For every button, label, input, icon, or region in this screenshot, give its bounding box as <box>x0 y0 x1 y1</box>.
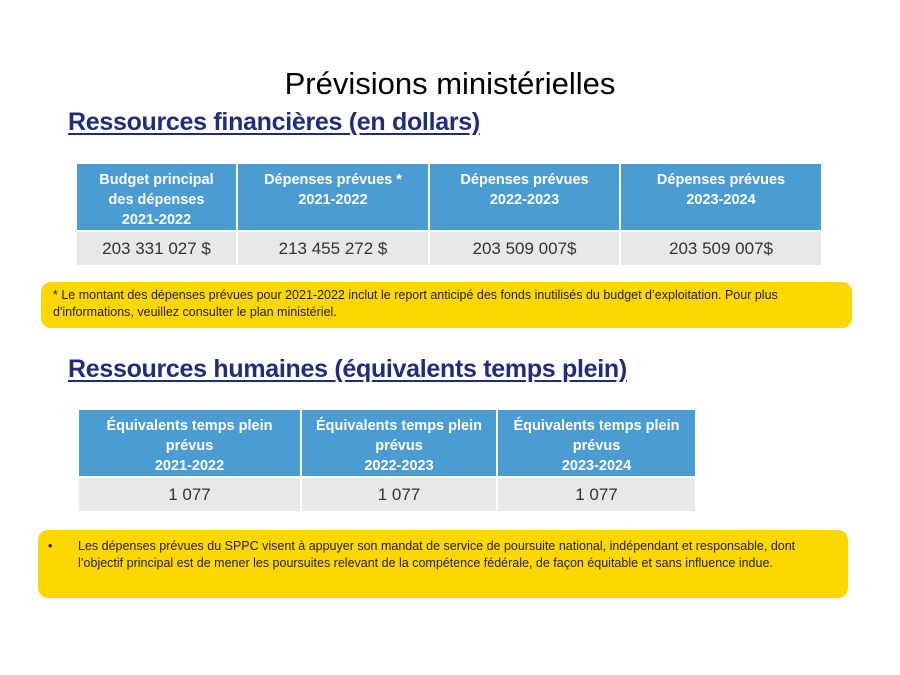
financial-note-text: * Le montant des dépenses prévues pour 2… <box>53 288 778 319</box>
human-resources-table: Équivalents temps plein prévus 2021-2022… <box>79 410 695 511</box>
value-fte-2021: 1 077 <box>79 476 302 511</box>
header-planned-spending-2021: Dépenses prévues * 2021-2022 <box>237 164 430 231</box>
header-fte-2021: Équivalents temps plein prévus 2021-2022 <box>79 410 302 477</box>
header-main-estimates: Budget principal des dépenses 2021-2022 <box>77 164 238 231</box>
page-title: Prévisions ministérielles <box>284 66 616 101</box>
value-planned-spending-2021: 213 455 272 $ <box>237 230 430 265</box>
header-planned-spending-2023: Dépenses prévues 2023-2024 <box>620 164 821 231</box>
human-note-box: • Les dépenses prévues du SPPC visent à … <box>38 530 848 598</box>
table-header-row: Budget principal des dépenses 2021-2022 … <box>77 164 821 231</box>
table-header-row: Équivalents temps plein prévus 2021-2022… <box>79 410 695 477</box>
table-row: 203 331 027 $ 213 455 272 $ 203 509 007$… <box>77 230 821 265</box>
human-resources-heading: Ressources humaines (équivalents temps p… <box>68 355 627 383</box>
value-planned-spending-2023: 203 509 007$ <box>620 230 821 265</box>
financial-note-box: * Le montant des dépenses prévues pour 2… <box>41 282 852 328</box>
value-planned-spending-2022: 203 509 007$ <box>429 230 621 265</box>
bullet-icon: • <box>48 539 53 553</box>
human-note-text: Les dépenses prévues du SPPC visent à ap… <box>78 539 796 570</box>
value-main-estimates: 203 331 027 $ <box>77 230 238 265</box>
table-row: 1 077 1 077 1 077 <box>79 476 695 511</box>
financial-resources-heading: Ressources financières (en dollars) <box>68 108 480 136</box>
header-planned-spending-2022: Dépenses prévues 2022-2023 <box>429 164 621 231</box>
list-item: • Les dépenses prévues du SPPC visent à … <box>38 538 834 572</box>
header-fte-2023: Équivalents temps plein prévus 2023-2024 <box>497 410 695 477</box>
value-fte-2023: 1 077 <box>497 476 695 511</box>
header-fte-2022: Équivalents temps plein prévus 2022-2023 <box>301 410 498 477</box>
value-fte-2022: 1 077 <box>301 476 498 511</box>
financial-resources-table: Budget principal des dépenses 2021-2022 … <box>77 164 821 265</box>
